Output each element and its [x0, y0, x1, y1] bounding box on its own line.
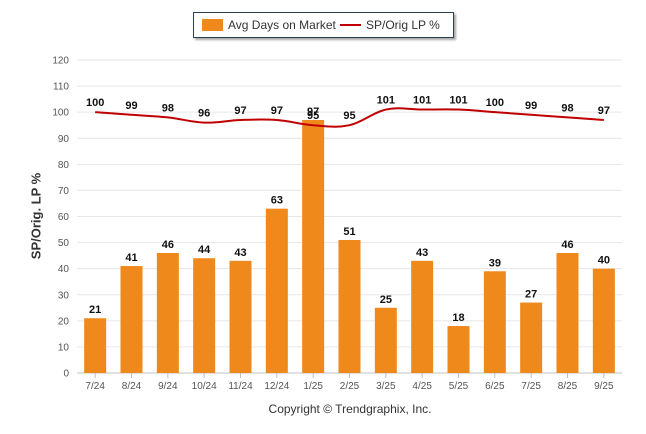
bar [193, 258, 216, 373]
y-tick-label: 30 [58, 290, 70, 301]
x-tick-label: 5/25 [449, 381, 469, 392]
bar [374, 307, 397, 373]
legend-item-days-on-market[interactable]: Avg Days on Market [202, 13, 336, 37]
bar [592, 268, 615, 373]
x-tick-label: 4/25 [412, 381, 432, 392]
bar-data-label: 46 [162, 239, 174, 251]
x-tick-label: 8/25 [558, 381, 578, 392]
bar-data-label: 63 [271, 195, 283, 207]
y-tick-label: 80 [58, 160, 70, 171]
y-tick-label: 90 [58, 134, 70, 145]
y-tick-label: 100 [52, 108, 69, 119]
line-data-label: 97 [271, 105, 283, 117]
bar-data-label: 44 [198, 244, 211, 256]
y-axis-title: SP/Orig. LP % [28, 172, 44, 260]
bar-data-label: 18 [452, 312, 464, 324]
bar [302, 119, 325, 373]
legend-line-label: SP/Orig LP % [366, 18, 440, 32]
x-tick-label: 7/24 [85, 381, 105, 392]
x-tick-label: 10/24 [192, 381, 217, 392]
bar-data-label: 43 [416, 247, 428, 259]
line-data-label: 100 [86, 97, 104, 109]
bar-data-label: 25 [380, 294, 392, 306]
line-data-label: 96 [198, 108, 210, 120]
line-data-label: 97 [234, 105, 246, 117]
x-tick-label: 12/24 [264, 381, 289, 392]
bar-data-label: 21 [89, 304, 101, 316]
x-tick-label: 9/25 [594, 381, 614, 392]
y-tick-label: 10 [58, 342, 70, 353]
line-data-label: 99 [525, 100, 537, 112]
line-data-label: 98 [561, 102, 573, 114]
bar [447, 326, 470, 373]
bar [84, 318, 107, 373]
x-tick-label: 8/24 [122, 381, 142, 392]
line-data-label: 101 [377, 95, 395, 107]
legend: Avg Days on Market SP/Orig LP % [193, 12, 454, 38]
x-tick-label: 2/25 [340, 381, 360, 392]
x-tick-label: 7/25 [521, 381, 541, 392]
bar [483, 271, 506, 373]
x-tick-label: 6/25 [485, 381, 505, 392]
bar [556, 253, 579, 373]
bar [338, 239, 361, 373]
bar [411, 260, 434, 373]
line-series-sp-orig-lp [95, 107, 604, 128]
y-tick-label: 40 [58, 264, 70, 275]
bar-data-label: 46 [561, 239, 573, 251]
y-tick-label: 70 [58, 186, 70, 197]
line-data-label: 99 [125, 100, 137, 112]
bar-data-label: 40 [598, 255, 610, 267]
line-data-label: 100 [486, 97, 504, 109]
copyright-text: Copyright © Trendgraphix, Inc. [268, 402, 432, 416]
bar [229, 260, 252, 373]
x-tick-label: 3/25 [376, 381, 396, 392]
y-tick-label: 110 [53, 82, 69, 93]
y-tick-label: 50 [58, 238, 70, 249]
line-swatch-icon [340, 24, 361, 26]
bar-data-label: 97 [307, 106, 319, 118]
x-tick-label: 11/24 [228, 381, 253, 392]
line-data-label: 101 [413, 95, 431, 107]
line-data-label: 95 [307, 110, 319, 122]
bar-data-label: 41 [125, 252, 137, 264]
bar [265, 208, 288, 373]
line-data-label: 101 [449, 95, 467, 107]
y-tick-label: 20 [58, 316, 70, 327]
bar [120, 266, 143, 373]
legend-item-sp-orig-lp[interactable]: SP/Orig LP % [340, 13, 440, 37]
bar-data-label: 51 [343, 226, 355, 238]
bar-data-label: 27 [525, 289, 537, 301]
line-data-label: 97 [598, 105, 610, 117]
y-tick-label: 60 [58, 212, 70, 223]
x-tick-label: 9/24 [158, 381, 178, 392]
x-tick-label: 1/25 [303, 381, 323, 392]
legend-bar-label: Avg Days on Market [228, 18, 336, 32]
bar-data-label: 39 [489, 257, 501, 269]
bar [156, 253, 179, 373]
bar [520, 302, 543, 373]
bar-data-label: 43 [234, 247, 246, 259]
line-data-label: 98 [162, 102, 174, 114]
y-tick-label: 0 [63, 369, 69, 380]
y-tick-label: 120 [52, 56, 69, 67]
bar-swatch-icon [202, 19, 223, 31]
line-data-label: 95 [343, 110, 355, 122]
